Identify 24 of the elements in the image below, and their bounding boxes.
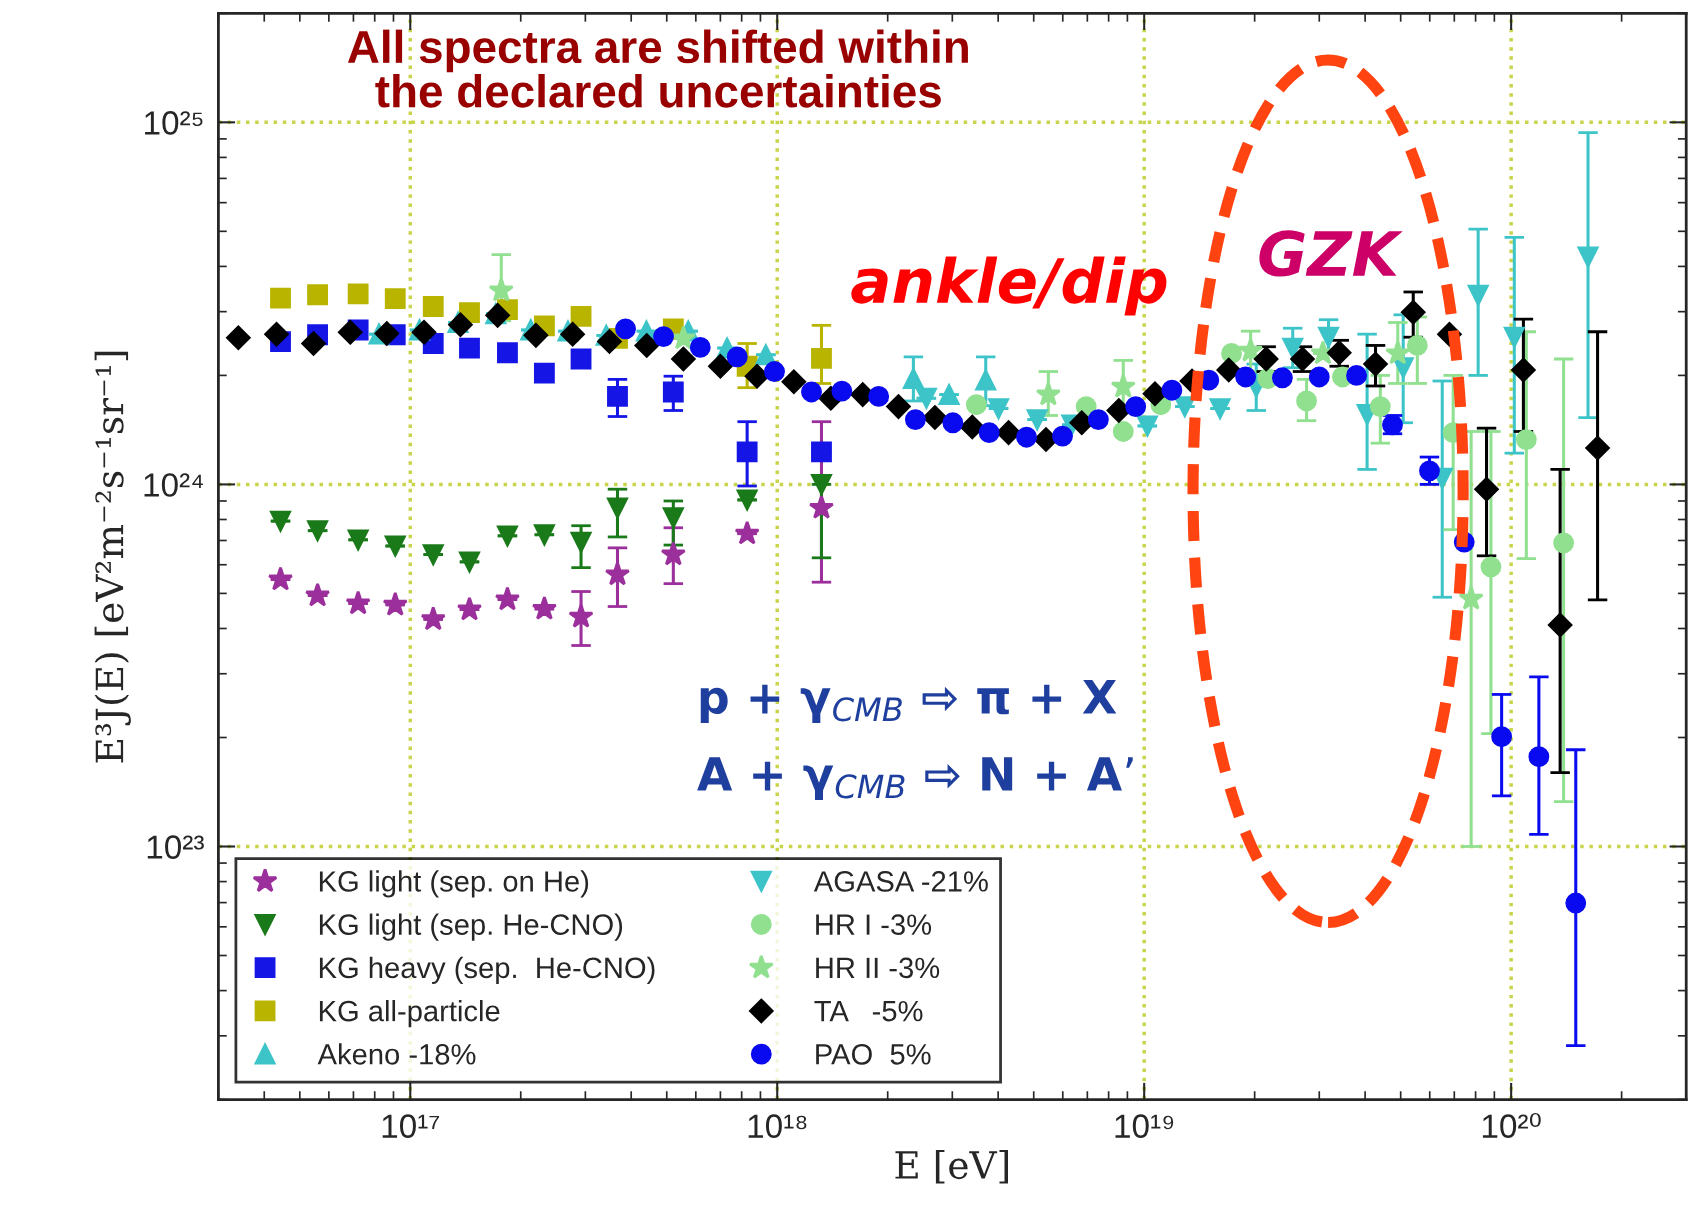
legend-label: HR II -3%	[816, 957, 940, 979]
legend-label: KG heavy (sep. He-CNO)	[319, 956, 655, 984]
y-tick-label: 10²⁵	[145, 111, 203, 135]
legend-label: KG all-particle	[319, 1000, 500, 1028]
legend-label: AGASA -21%	[813, 871, 988, 892]
legend-label: PAO 5%	[816, 1044, 931, 1065]
legend-label: Akeno -18%	[317, 1043, 476, 1065]
annotation: p + γ$_{CMB}$ ⇨ π + X	[700, 680, 1117, 723]
legend-label: TA -5%	[814, 1000, 923, 1022]
x-tick-label: 10¹⁹	[1115, 1114, 1174, 1138]
text: All spectra are shifted within the declared uncertainties	[347, 29, 968, 108]
x-axis-title: E [eV]	[895, 1150, 1008, 1184]
y-tick-label: 10²⁴	[144, 473, 203, 497]
x-tick-label: 10²⁰	[1482, 1112, 1541, 1138]
legend-label: KG light (sep. on He)	[319, 870, 589, 898]
legend-label: HR I -3%	[816, 914, 932, 935]
annotation: ankle/dip	[851, 256, 1167, 316]
annotation: GZK	[1259, 230, 1403, 277]
x-tick-label: 10¹⁷	[382, 1114, 440, 1138]
legend-label: KG light (sep. He-CNO)	[319, 913, 623, 941]
y-axis-title: E³J(E) [eV²m⁻²s⁻¹sr⁻¹]	[94, 351, 131, 763]
y-tick-label: 10²³	[147, 835, 204, 859]
annotation: A + γ$_{CMB}$ ⇨ N + A’	[697, 757, 1133, 801]
x-tick-label: 10¹⁸	[748, 1114, 807, 1138]
